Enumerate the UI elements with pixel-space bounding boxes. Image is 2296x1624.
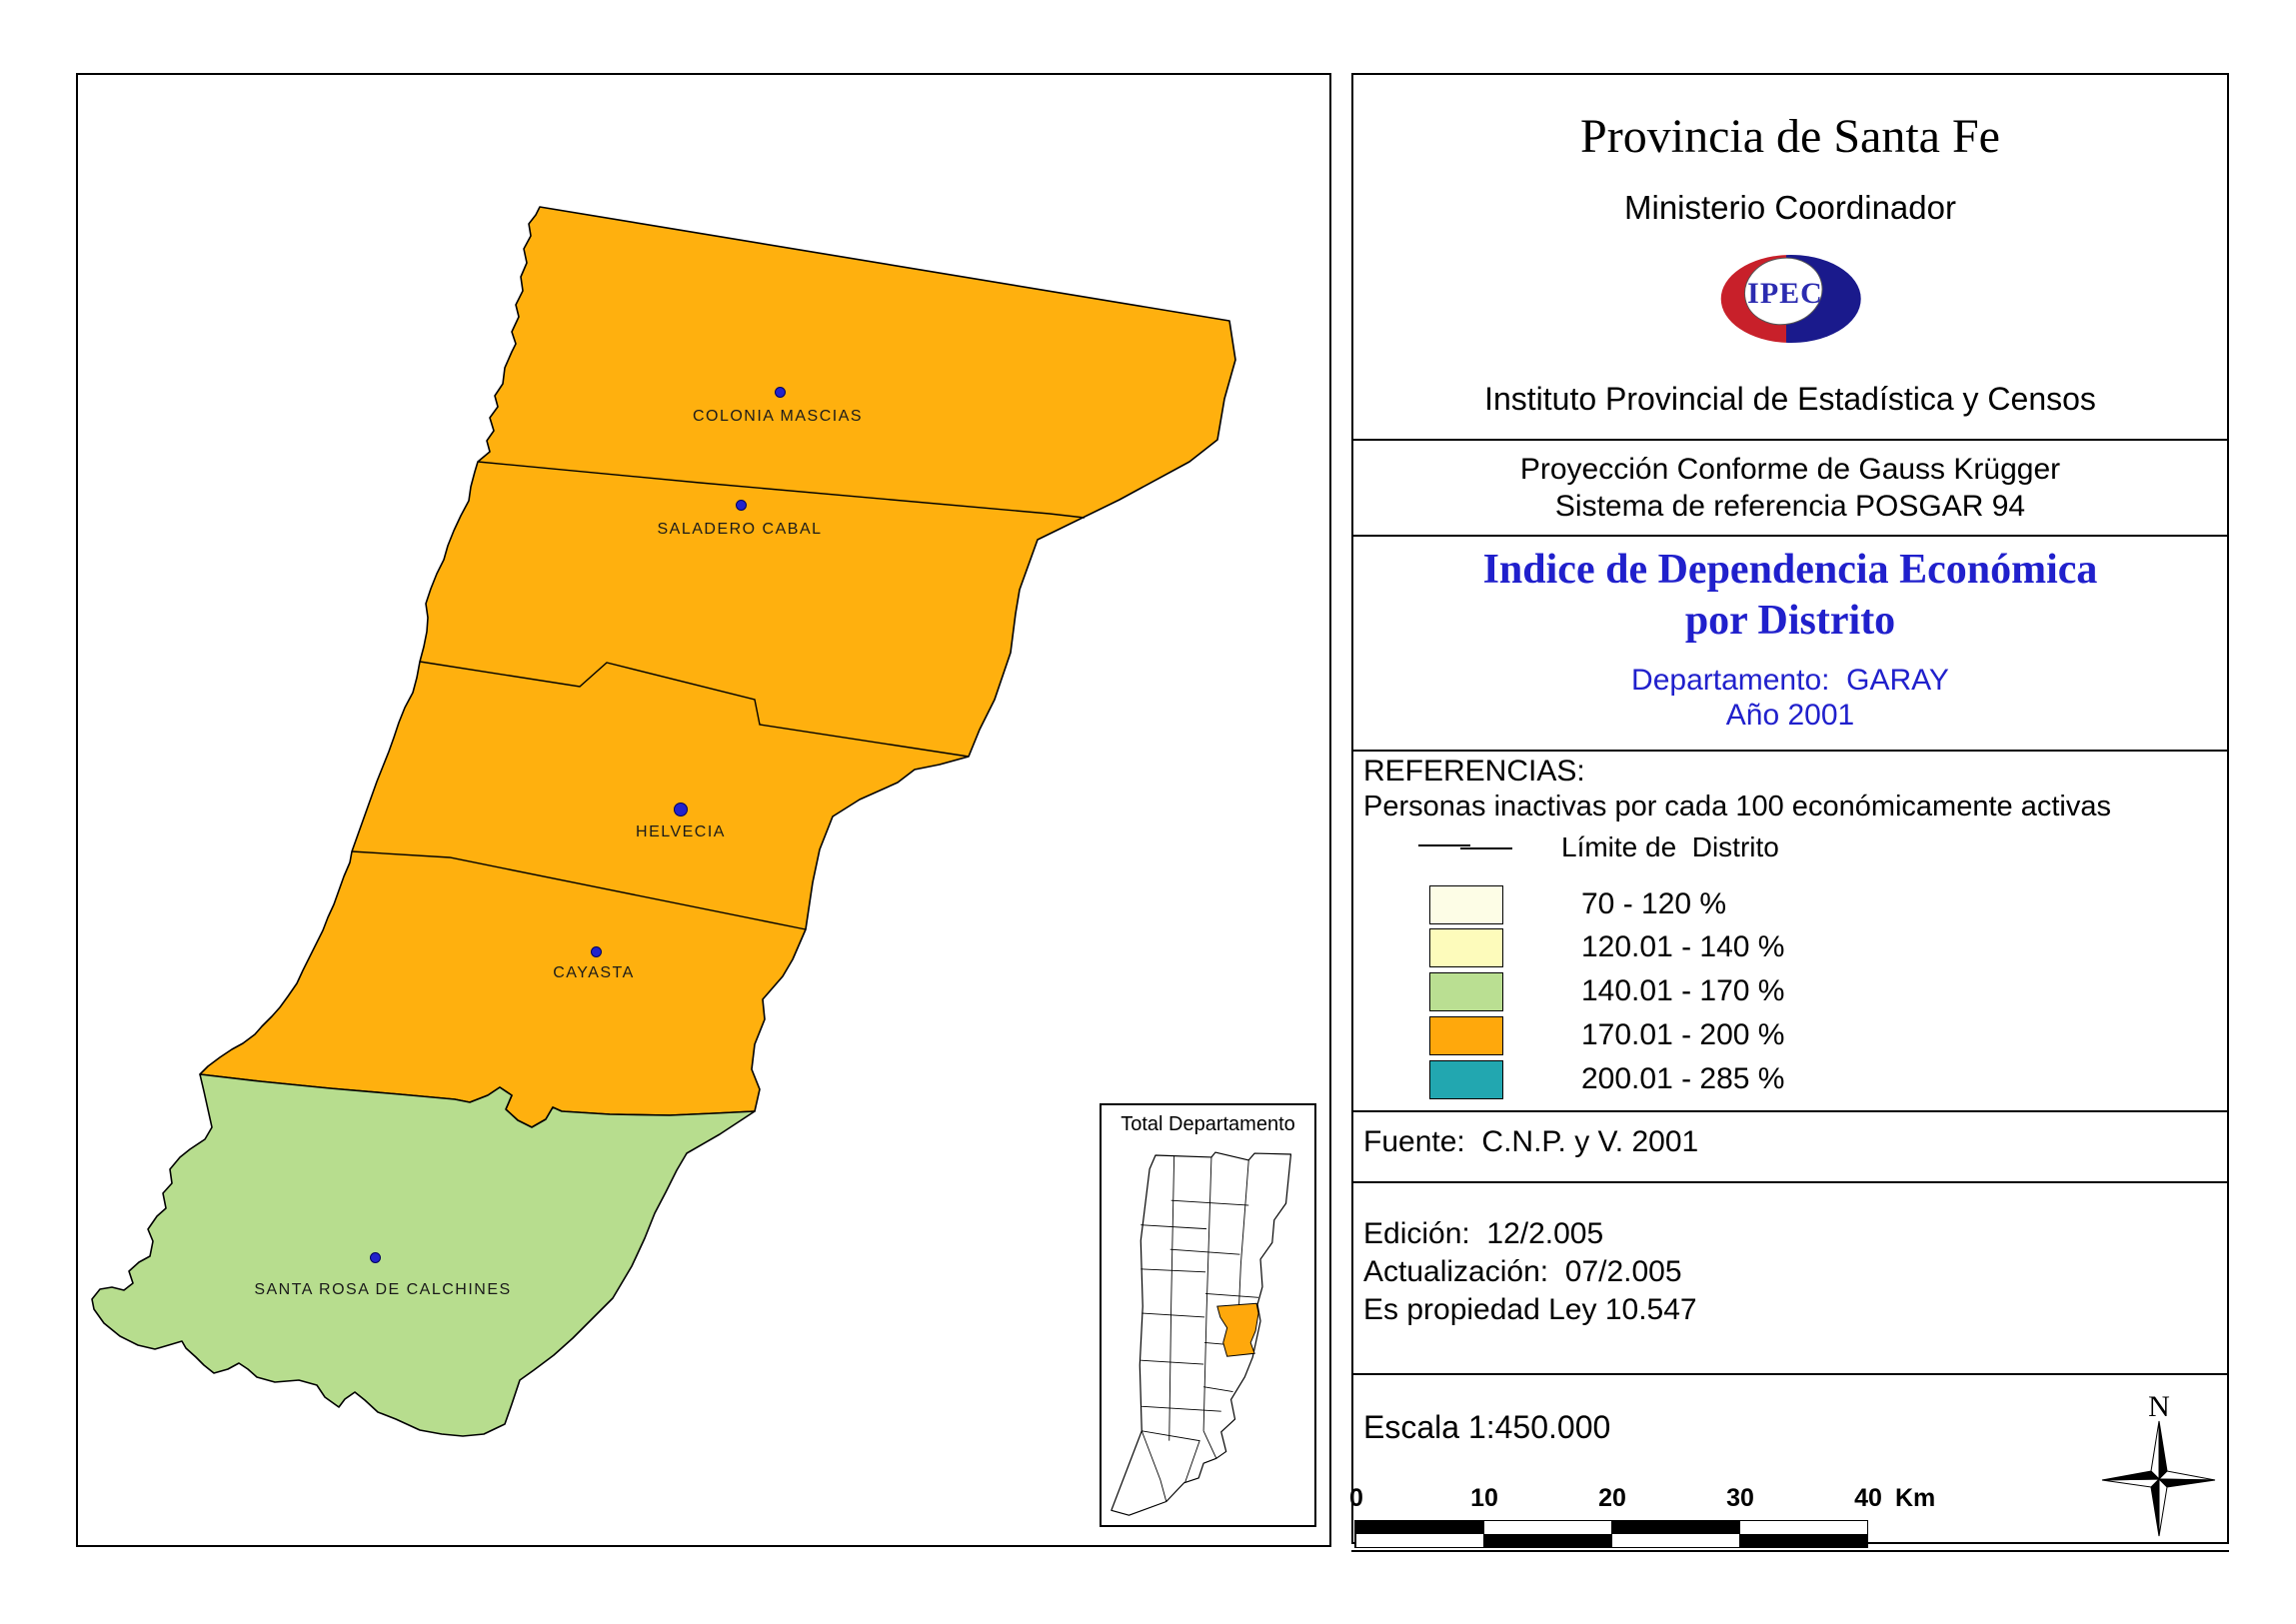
scalebar-segment xyxy=(1355,1534,1483,1547)
santa-fe-province-inset-map xyxy=(1111,1151,1292,1516)
scalebar-segment xyxy=(1483,1534,1611,1547)
inset-province-map-box: Total Departamento xyxy=(1100,1103,1316,1527)
scalebar-segment xyxy=(1611,1534,1739,1547)
map-title-line1: Indice de Dependencia Económica xyxy=(1482,547,2098,593)
legend-swatch xyxy=(1429,972,1503,1011)
info-panel: Provincia de Santa Fe Ministerio Coordin… xyxy=(1349,73,2229,1548)
ministry-subtitle: Ministerio Coordinador xyxy=(1624,189,1956,226)
divider xyxy=(1353,535,2227,537)
legend-range-label: 200.01 - 285 % xyxy=(1581,1062,1785,1095)
institute-name: Instituto Provincial de Estadística y Ce… xyxy=(1484,381,2096,417)
projection-line2: Sistema de referencia POSGAR 94 xyxy=(1554,490,2026,523)
town-dot xyxy=(674,803,688,816)
scalebar-tick: 40 xyxy=(1854,1484,1882,1512)
source-text: Fuente: C.N.P. y V. 2001 xyxy=(1363,1125,1699,1158)
legend-range-label: 120.01 - 140 % xyxy=(1581,930,1785,963)
compass-rose-icon xyxy=(2101,1420,2216,1537)
references-heading: REFERENCIAS: xyxy=(1363,755,1585,788)
legend-swatch xyxy=(1429,928,1503,967)
ipec-logo: IPEC xyxy=(1720,255,1861,343)
projection-line1: Proyección Conforme de Gauss Krügger xyxy=(1519,453,2061,486)
town-dot xyxy=(369,1251,381,1263)
legend-range-label: 170.01 - 200 % xyxy=(1581,1018,1785,1051)
scalebar xyxy=(1354,1520,1868,1548)
town-dot xyxy=(735,499,747,511)
year-label: Año 2001 xyxy=(1725,699,1855,732)
district-label: COLONIA MASCIAS xyxy=(692,408,864,425)
map-title-line2: por Distrito xyxy=(1684,598,1896,644)
province-outline xyxy=(1111,1151,1292,1516)
town-dot xyxy=(590,945,602,957)
district-label: SALADERO CABAL xyxy=(657,521,823,538)
inset-title: Total Departamento xyxy=(1121,1113,1295,1135)
scalebar-tick: 30 xyxy=(1726,1484,1754,1512)
divider xyxy=(1353,1181,2227,1183)
district-label: SANTA ROSA DE CALCHINES xyxy=(254,1281,512,1298)
legend-swatch xyxy=(1429,1016,1503,1055)
info-panel-outer-bottom-line xyxy=(1351,1550,2229,1552)
scalebar-segment xyxy=(1611,1521,1739,1534)
edition-line: Edición: 12/2.005 xyxy=(1363,1217,1604,1250)
town-dot xyxy=(774,386,786,398)
legend-range-label: 140.01 - 170 % xyxy=(1581,974,1785,1007)
projection-info: Proyección Conforme de Gauss Krügger Sis… xyxy=(1353,451,2227,525)
legend-range-label: 70 - 120 % xyxy=(1581,887,1727,920)
scale-text: Escala 1:450.000 xyxy=(1363,1409,1611,1445)
scalebar-tick: 10 xyxy=(1470,1484,1498,1512)
scalebar-tick: 0 xyxy=(1349,1484,1363,1512)
north-label: N xyxy=(2148,1390,2170,1423)
boundary-symbol-label: Límite de Distrito xyxy=(1561,831,1779,862)
legend-swatch xyxy=(1429,1060,1503,1099)
scalebar-segment xyxy=(1739,1534,1867,1547)
ipec-logo-text: IPEC xyxy=(1747,277,1823,310)
ipec-logo-white-center xyxy=(1744,257,1823,326)
boundary-line-symbol xyxy=(1418,844,1470,846)
boundary-line-symbol xyxy=(1460,847,1512,849)
edition-line: Actualización: 07/2.005 xyxy=(1363,1255,1682,1288)
edition-line: Es propiedad Ley 10.547 xyxy=(1363,1293,1697,1326)
scalebar-tick: 20 xyxy=(1598,1484,1626,1512)
scalebar-segment xyxy=(1355,1521,1483,1534)
district-label: HELVECIA xyxy=(636,823,726,840)
references-description: Personas inactivas por cada 100 económic… xyxy=(1363,791,2111,822)
divider xyxy=(1353,439,2227,441)
scalebar-unit: Km xyxy=(1895,1484,1936,1512)
divider xyxy=(1353,750,2227,752)
map-main-title: Indice de Dependencia Económica por Dist… xyxy=(1353,545,2227,647)
scalebar-segment xyxy=(1739,1521,1867,1534)
divider xyxy=(1353,1110,2227,1112)
department-name: Departamento: GARAY xyxy=(1631,664,1949,697)
edition-block: Edición: 12/2.005 Actualización: 07/2.005… xyxy=(1363,1215,1697,1329)
province-title: Provincia de Santa Fe xyxy=(1580,110,2000,163)
legend-swatch xyxy=(1429,885,1503,924)
inset-garay-highlight xyxy=(1216,1302,1259,1357)
province-department-borders xyxy=(1141,1155,1259,1502)
scalebar-segment xyxy=(1483,1521,1611,1534)
district-label: CAYASTA xyxy=(553,964,635,981)
department-year: Departamento: GARAY Año 2001 xyxy=(1353,663,2227,733)
divider xyxy=(1353,1373,2227,1375)
